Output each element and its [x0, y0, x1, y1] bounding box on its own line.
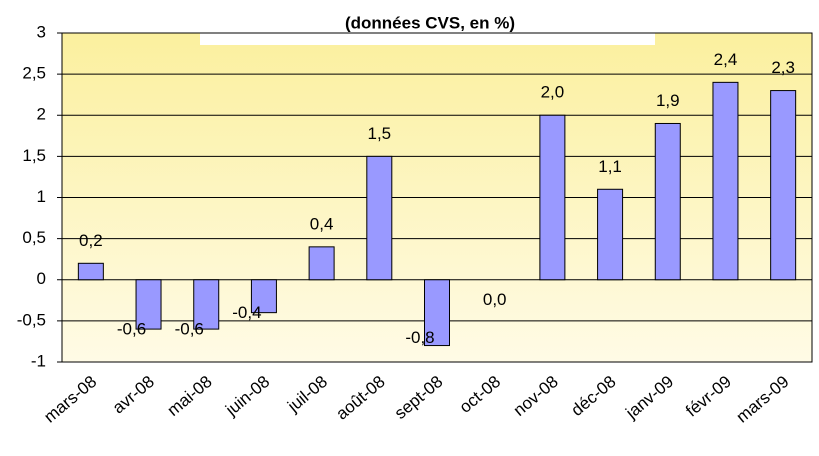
y-tick-label: 0: [37, 269, 46, 288]
x-tick-label: mars-09: [733, 372, 793, 427]
value-label: -0,6: [117, 320, 146, 339]
bar: [308, 246, 335, 281]
x-tick-label: juil-08: [283, 372, 331, 416]
y-tick-label: 3: [37, 22, 46, 41]
bar: [193, 279, 220, 330]
x-tick-label: août-08: [332, 372, 388, 424]
bar: [135, 279, 162, 330]
bar: [77, 262, 104, 281]
value-label: 1,9: [656, 91, 680, 110]
value-label: -0,6: [175, 320, 204, 339]
y-tick-label: -1: [31, 351, 46, 370]
value-label: 2,3: [771, 58, 795, 77]
x-tick-label: juin-08: [221, 372, 273, 420]
y-tick-label: 0,5: [22, 228, 46, 247]
x-tick-label: mai-08: [164, 372, 216, 420]
bar: [712, 81, 739, 281]
bar: [770, 90, 797, 281]
bar: [250, 279, 277, 314]
value-label: 2,0: [541, 83, 565, 102]
x-tick-label: sept-08: [391, 372, 447, 423]
y-tick-label: 1,5: [22, 146, 46, 165]
value-label: 0,4: [310, 214, 334, 233]
y-tick-label: -0,5: [17, 310, 46, 329]
chart-title: (données CVS, en %): [345, 13, 515, 32]
x-tick-label: janv-09: [622, 372, 678, 423]
x-tick-label: déc-08: [567, 372, 619, 420]
value-label: 2,4: [714, 50, 738, 69]
y-tick-label: 1: [37, 187, 46, 206]
value-label: -0,4: [232, 303, 261, 322]
y-tick-label: 2,5: [22, 64, 46, 83]
bar: [539, 114, 566, 281]
x-tick-label: oct-08: [456, 372, 504, 417]
x-tick-label: févr-09: [682, 372, 735, 421]
bar: [424, 279, 450, 347]
title-box: [200, 0, 655, 45]
value-label: 0,2: [79, 231, 103, 250]
value-label: 1,1: [598, 157, 622, 176]
bar: [366, 155, 393, 281]
x-tick-label: mars-08: [40, 372, 100, 427]
value-label: -0,8: [405, 328, 434, 347]
value-label: 1,5: [367, 124, 391, 143]
bar: [597, 188, 624, 281]
value-label: 0,0: [483, 290, 507, 309]
x-tick-label: nov-08: [510, 372, 562, 420]
bar: [654, 122, 681, 281]
y-tick-label: 2: [37, 105, 46, 124]
x-tick-label: avr-08: [109, 372, 158, 418]
